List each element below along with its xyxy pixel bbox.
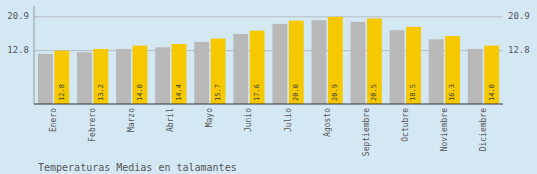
y-tick-label: 12.8 [7,45,29,55]
x-tick-label: Diciembre [479,108,488,152]
bar [484,46,499,104]
bar [172,44,187,104]
bar [194,42,209,104]
data-label: 16.3 [448,84,456,101]
data-label: 20.9 [331,84,339,101]
data-label: 20.5 [370,84,378,101]
bar [233,34,248,104]
bar [429,39,444,104]
y-axis-line [34,6,35,104]
data-label: 14.0 [136,84,144,101]
y-tick-label: 20.9 [7,11,29,21]
data-label: 20.0 [292,84,300,101]
bar [211,39,226,104]
bar [38,54,53,104]
y2-tick-label: 20.9 [508,11,530,21]
x-tick-label: Octubre [401,108,410,142]
y2-tick-label: 12.8 [508,45,530,55]
x-tick-label: Enero [49,108,58,132]
title: Temperaturas Medias en talamantes [38,162,237,173]
data-labels: 12.8 13.2 14.0 14.4 15.7 17.6 20.0 20.9 20.5 18.5… [58,84,496,101]
chart-svg: 12.8 12.8 20.9 20.9 12.8 13.2 14.0 14.4 15.7 17.6… [0,0,537,174]
data-label: 13.2 [97,84,105,101]
x-tick-label: Agosto [323,108,332,137]
x-tick-label: Marzo [127,108,136,132]
bar [272,24,287,104]
x-tick-label: Septiembre [362,108,371,156]
bar [93,49,108,104]
bar [132,46,147,104]
grid-line [34,16,503,17]
data-label: 14.4 [175,84,183,101]
bar [351,22,366,104]
bar [328,17,343,104]
x-tick-label: Noviembre [440,108,449,152]
data-label: 14.0 [488,84,496,101]
bar [116,49,131,104]
bars [38,17,499,104]
bar [445,36,460,104]
data-label: 12.8 [58,84,66,101]
bar [289,21,304,104]
x-tick-label: Febrero [88,108,97,142]
x-tick-label: Abril [166,108,175,132]
x-tick-label: Mayo [205,108,214,127]
data-label: 17.6 [253,84,261,101]
x-tick-label: Junio [244,108,253,132]
x-tick-label: Julio [284,108,293,132]
bar [155,47,170,104]
x-axis-line [34,104,503,105]
bar [54,51,69,104]
bar [311,20,326,104]
bar [367,19,382,104]
data-label: 18.5 [409,84,417,101]
data-label: 15.7 [214,84,222,101]
bar [390,30,405,104]
chart-container: 12.8 12.8 20.9 20.9 12.8 13.2 14.0 14.4 15.7 17.6… [0,0,537,174]
background [0,0,537,174]
bar [250,31,265,104]
bar [468,49,483,104]
bar [77,52,92,104]
bar [406,27,421,104]
